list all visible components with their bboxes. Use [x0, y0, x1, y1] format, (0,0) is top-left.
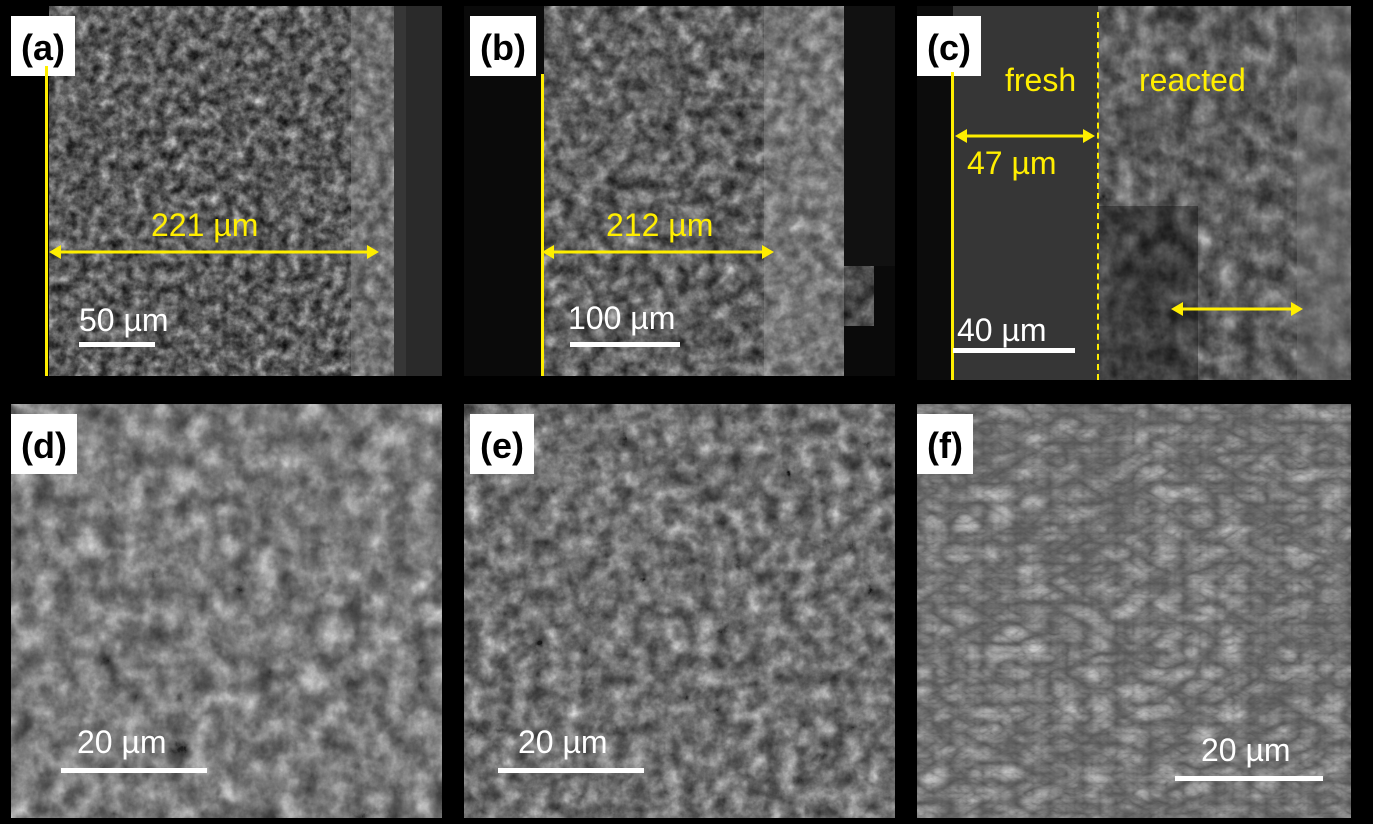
panel-b: (b) 212 µm 100 µm — [464, 6, 895, 376]
measurement-label-c: 47 µm — [967, 145, 1057, 181]
scale-bar-e — [498, 768, 644, 773]
sem-image-b — [464, 6, 895, 376]
scale-bar-d — [61, 768, 207, 773]
panel-label-b: (b) — [470, 16, 536, 76]
scale-bar-a — [79, 342, 155, 347]
panel-label-a: (a) — [11, 16, 75, 76]
measurement-arrow-b — [542, 245, 774, 259]
region-label-fresh: fresh — [1005, 62, 1077, 98]
panel-d: (d) 20 µm — [11, 404, 442, 818]
panel-label-c: (c) — [917, 16, 981, 76]
measurement-label-b: 212 µm — [606, 207, 714, 243]
measurement-arrow-c — [955, 129, 1095, 143]
sem-image-c — [917, 6, 1351, 380]
interface-dashed-line-c — [1097, 12, 1099, 380]
sem-image-d — [11, 404, 442, 818]
boundary-line-a — [45, 66, 48, 376]
region-label-reacted: reacted — [1139, 62, 1246, 98]
scale-bar-label-e: 20 µm — [518, 724, 608, 760]
scale-bar-f — [1175, 776, 1323, 781]
reaction-arrow-c — [1171, 302, 1303, 316]
boundary-line-b — [541, 74, 544, 376]
sem-image-a — [11, 6, 442, 376]
scale-bar-b — [570, 342, 680, 347]
measurement-label-a: 221 µm — [151, 207, 259, 243]
panel-f: (f) 20 µm — [917, 404, 1351, 818]
scale-bar-label-d: 20 µm — [77, 724, 167, 760]
sem-image-e — [464, 404, 895, 818]
panel-label-d: (d) — [11, 414, 77, 474]
scale-bar-label-c: 40 µm — [957, 312, 1047, 348]
panel-a: (a) 221 µm 50 µm — [11, 6, 442, 376]
scale-bar-label-b: 100 µm — [568, 300, 676, 336]
boundary-line-c — [951, 72, 954, 380]
scale-bar-c — [953, 348, 1075, 353]
panel-label-e: (e) — [470, 414, 534, 474]
panel-e: (e) 20 µm — [464, 404, 895, 818]
scale-bar-label-f: 20 µm — [1201, 732, 1291, 768]
sem-image-f — [917, 404, 1351, 818]
panel-label-f: (f) — [917, 414, 973, 474]
panel-c: (c) fresh reacted 47 µm 40 µm — [917, 6, 1351, 380]
measurement-arrow-a — [49, 245, 379, 259]
scale-bar-label-a: 50 µm — [79, 302, 169, 338]
